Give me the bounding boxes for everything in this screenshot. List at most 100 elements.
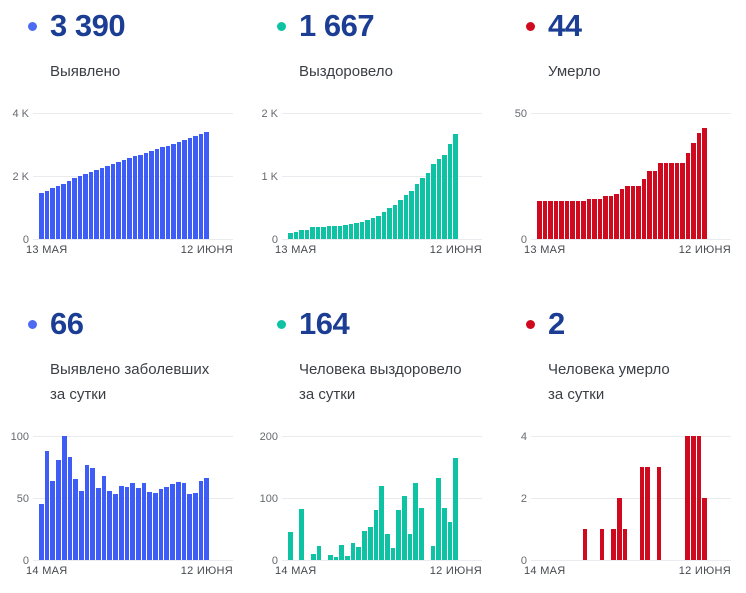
bar[interactable] xyxy=(639,467,645,560)
bar[interactable] xyxy=(680,163,685,239)
bar[interactable] xyxy=(107,490,113,560)
bar[interactable] xyxy=(187,138,193,239)
bar[interactable] xyxy=(575,201,581,239)
bar[interactable] xyxy=(204,132,209,239)
bar[interactable] xyxy=(641,178,647,239)
bar[interactable] xyxy=(78,490,84,560)
bar[interactable] xyxy=(182,139,187,239)
bar[interactable] xyxy=(50,188,55,239)
bar[interactable] xyxy=(345,555,350,560)
bar[interactable] xyxy=(696,436,702,560)
bar[interactable] xyxy=(187,494,192,560)
bar[interactable] xyxy=(304,229,310,239)
bar[interactable] xyxy=(625,186,630,239)
bar[interactable] xyxy=(685,436,690,560)
bar[interactable] xyxy=(66,180,72,239)
bar[interactable] xyxy=(447,144,453,239)
bar[interactable] xyxy=(141,483,147,560)
bar[interactable] xyxy=(61,436,67,560)
chart-plot[interactable]: 200 100 0 xyxy=(260,431,482,567)
bar[interactable] xyxy=(647,170,652,239)
bar[interactable] xyxy=(441,507,447,560)
bar[interactable] xyxy=(425,172,431,239)
bar[interactable] xyxy=(608,196,614,239)
bar[interactable] xyxy=(154,149,160,239)
bar[interactable] xyxy=(376,215,381,239)
bar[interactable] xyxy=(153,493,158,560)
bar[interactable] xyxy=(158,489,164,560)
bar[interactable] xyxy=(409,190,414,239)
bar[interactable] xyxy=(143,152,149,239)
bar[interactable] xyxy=(669,163,674,239)
bar[interactable] xyxy=(138,154,143,239)
bar[interactable] xyxy=(170,484,175,560)
bar[interactable] xyxy=(390,548,396,560)
bar[interactable] xyxy=(204,478,210,560)
bar[interactable] xyxy=(396,509,402,560)
bar[interactable] xyxy=(176,141,182,239)
bar[interactable] xyxy=(44,191,50,239)
bar[interactable] xyxy=(288,532,293,560)
bar[interactable] xyxy=(656,467,662,560)
bar[interactable] xyxy=(124,486,130,560)
bar[interactable] xyxy=(327,555,333,560)
bar[interactable] xyxy=(542,201,548,239)
bar[interactable] xyxy=(110,163,116,239)
bar[interactable] xyxy=(430,546,436,560)
bar[interactable] xyxy=(553,201,559,239)
bar[interactable] xyxy=(101,475,107,560)
bar[interactable] xyxy=(592,198,597,239)
bar[interactable] xyxy=(392,204,398,239)
bar[interactable] xyxy=(381,211,387,239)
bar[interactable] xyxy=(586,198,592,239)
bar[interactable] xyxy=(127,158,132,239)
bar[interactable] xyxy=(603,196,608,239)
bar[interactable] xyxy=(387,208,392,239)
bar[interactable] xyxy=(99,167,105,239)
chart-plot[interactable]: 4 K 2 K 0 xyxy=(12,108,233,246)
bar[interactable] xyxy=(326,226,332,239)
bar[interactable] xyxy=(407,533,413,560)
bar[interactable] xyxy=(198,480,204,560)
bar[interactable] xyxy=(582,529,588,560)
bar[interactable] xyxy=(348,223,354,239)
bar[interactable] xyxy=(165,145,171,239)
bar[interactable] xyxy=(658,163,663,239)
chart-plot[interactable]: 2 K 1 K 0 xyxy=(261,108,482,246)
bar[interactable] xyxy=(690,436,696,560)
bar[interactable] xyxy=(365,220,370,239)
bar[interactable] xyxy=(616,498,622,560)
bar[interactable] xyxy=(367,526,373,560)
bar[interactable] xyxy=(116,162,121,239)
bar[interactable] xyxy=(645,467,651,560)
bar[interactable] xyxy=(343,225,348,239)
chart-plot[interactable]: 50 0 xyxy=(515,108,731,246)
bar[interactable] xyxy=(636,186,641,239)
bar[interactable] xyxy=(96,488,101,560)
bar[interactable] xyxy=(113,494,118,560)
bar[interactable] xyxy=(333,556,339,560)
bar[interactable] xyxy=(164,486,170,560)
bar[interactable] xyxy=(321,226,326,239)
bar[interactable] xyxy=(663,163,669,239)
bar[interactable] xyxy=(356,546,362,560)
bar[interactable] xyxy=(299,508,305,560)
bar[interactable] xyxy=(402,496,407,560)
bar[interactable] xyxy=(362,531,367,560)
bar[interactable] xyxy=(132,156,138,239)
bar[interactable] xyxy=(685,153,691,239)
bar[interactable] xyxy=(316,546,322,560)
bar[interactable] xyxy=(130,483,135,560)
bar[interactable] xyxy=(622,529,628,560)
bar[interactable] xyxy=(370,218,376,239)
bar[interactable] xyxy=(149,150,154,239)
bar[interactable] xyxy=(160,147,165,239)
chart-plot[interactable]: 100 50 0 xyxy=(11,431,233,567)
bar[interactable] xyxy=(597,198,603,239)
bar[interactable] xyxy=(702,498,708,560)
bar[interactable] xyxy=(696,133,702,239)
bar[interactable] xyxy=(175,481,181,560)
bar[interactable] xyxy=(181,483,187,560)
bar[interactable] xyxy=(61,183,66,239)
bar[interactable] xyxy=(193,136,198,239)
